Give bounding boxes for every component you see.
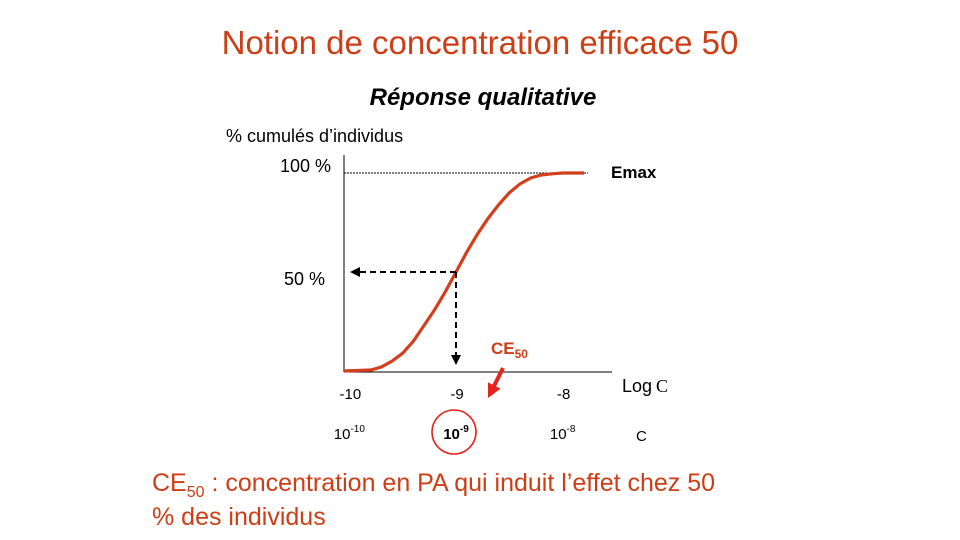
- x-tick-power-1: 10-9: [443, 424, 469, 443]
- y-tick-100: 100 %: [280, 156, 331, 176]
- y-axis-label: % cumulés d’individus: [226, 126, 404, 146]
- ce50-pointer-arrowhead: [488, 382, 501, 398]
- x-tick-log-1: -9: [450, 386, 463, 403]
- definition-line-2: % des individus: [152, 503, 326, 531]
- x-tick-power-2: 10-8: [550, 424, 576, 443]
- slide-title: Notion de concentration efficace 50: [221, 24, 739, 61]
- x-unit-label: C: [636, 428, 647, 445]
- emax-label: Emax: [611, 163, 657, 182]
- dose-response-curve: [343, 171, 584, 373]
- slide-subtitle: Réponse qualitative: [369, 84, 597, 111]
- x-tick-log-0: -10: [339, 386, 361, 403]
- ce50-label: CE50: [491, 339, 528, 361]
- definition-text: : concentration en PA qui induit l’effet…: [204, 469, 716, 497]
- definition-line-1: CE50 : concentration en PA qui induit l’…: [152, 469, 715, 502]
- ce50-highlight-circle: [431, 409, 477, 455]
- x-axis-label: Log C: [622, 376, 668, 396]
- x-tick-power-0: 10-10: [334, 424, 366, 443]
- y-tick-50: 50 %: [284, 269, 325, 289]
- x-tick-log-2: -8: [557, 386, 570, 403]
- definition-term: CE: [152, 469, 187, 497]
- definition-term-sub: 50: [186, 484, 205, 501]
